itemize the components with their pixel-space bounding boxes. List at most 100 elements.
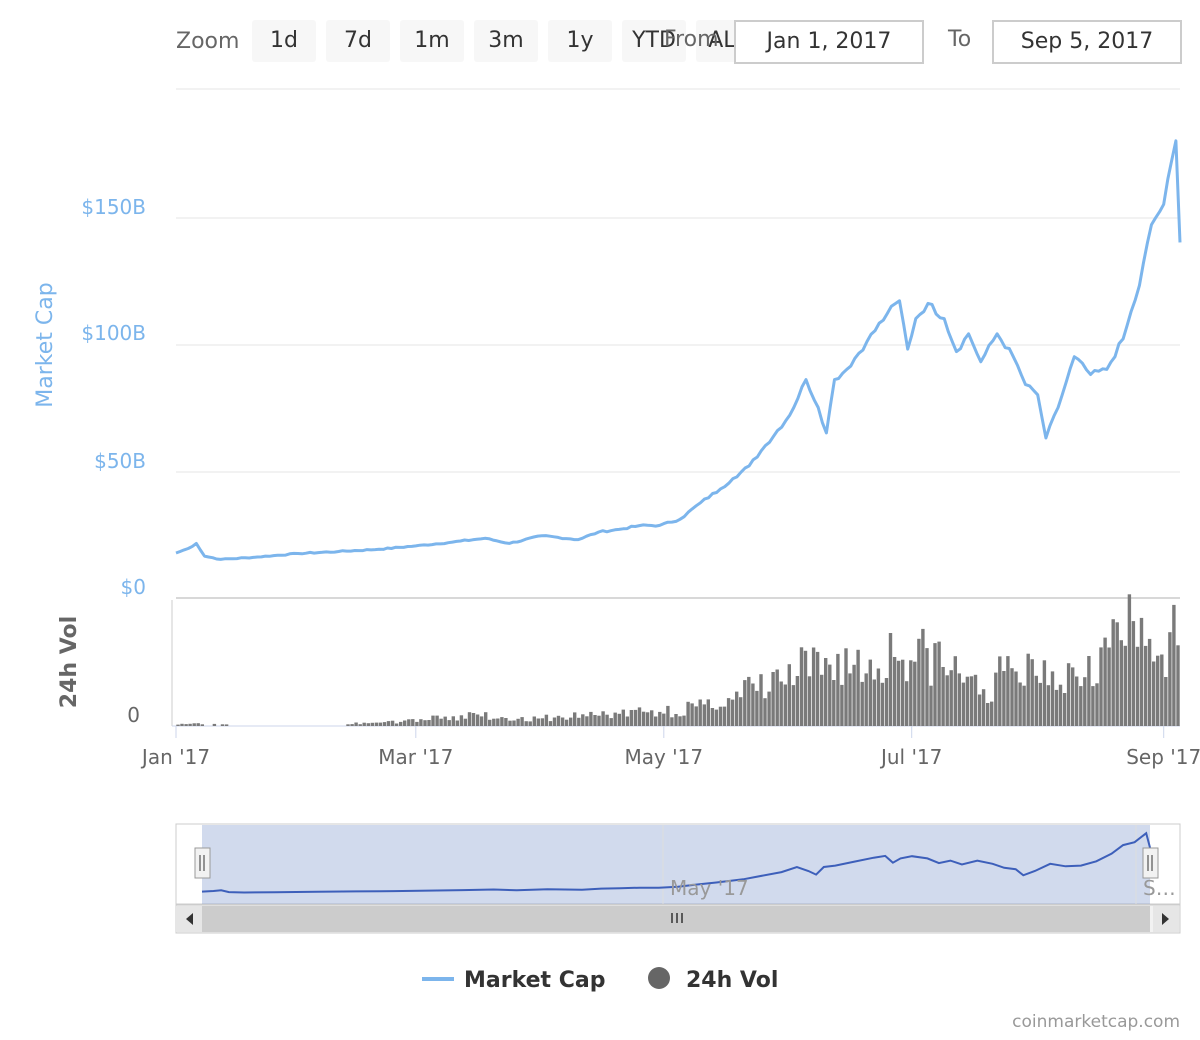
volume-bar [1046, 685, 1051, 726]
volume-bar [953, 656, 957, 726]
volume-bar [1176, 645, 1180, 726]
volume-bar [180, 723, 184, 726]
volume-bar [552, 717, 557, 726]
volume-bar [1087, 656, 1091, 726]
scrollbar-thumb[interactable] [202, 906, 1150, 932]
volume-bar [751, 683, 755, 726]
market-cap-line [175, 139, 1182, 561]
volume-bar [654, 716, 658, 726]
volume-bar [484, 712, 488, 726]
zoom-1m-button[interactable]: 1m [400, 20, 464, 62]
volume-bar [370, 722, 374, 726]
legend-item-market-cap[interactable]: Market Cap [422, 968, 605, 993]
volume-bar [767, 691, 771, 726]
volume-bar [1002, 671, 1006, 726]
volume-bar [1006, 656, 1010, 726]
volume-bar [1058, 684, 1063, 726]
zoom-1y-button[interactable]: 1y [548, 20, 612, 62]
volume-bar [443, 716, 447, 726]
volume-bar [714, 709, 719, 726]
zoom-3m-button[interactable]: 3m [474, 20, 538, 62]
volume-bar [1050, 671, 1055, 726]
volume-bar [1018, 682, 1022, 726]
volume-bar [459, 715, 464, 726]
volume-bar [560, 717, 565, 726]
volume-bar [1143, 645, 1148, 726]
volume-bar [872, 679, 876, 726]
zoom-1d-button[interactable]: 1d [252, 20, 316, 62]
zoom-ytd-button[interactable]: YTD [622, 20, 686, 62]
credit-link[interactable]: coinmarketcap.com [1012, 1012, 1180, 1032]
volume-bar [556, 715, 561, 726]
volume-bar [722, 706, 727, 726]
volume-bar [730, 699, 735, 726]
x-axis-ticks: Jan '17 Mar '17 May '17 Jul '17 Sep '17 [140, 726, 1200, 769]
volume-bar [1107, 647, 1111, 726]
volume-bar [913, 661, 917, 726]
x-tick-label: Sep '17 [1126, 745, 1200, 769]
volume-bar [977, 694, 982, 726]
volume-bar [666, 705, 670, 726]
volume-bar [609, 718, 613, 726]
volume-bar [961, 682, 966, 726]
scroll-left-button[interactable] [176, 906, 202, 932]
volume-bar [779, 681, 783, 726]
volume-bar [1095, 683, 1099, 726]
volume-bar [864, 673, 868, 726]
y-tick-label: $50B [94, 449, 146, 473]
volume-bar [415, 721, 419, 726]
volume-bar [1066, 663, 1071, 726]
volume-bar [354, 722, 358, 726]
volume-bar [1172, 604, 1176, 726]
volume-bar [852, 664, 856, 726]
volume-bar [662, 713, 666, 726]
to-date-input[interactable]: Sep 5, 2017 [992, 20, 1182, 64]
volume-bar [188, 723, 192, 726]
volume-bar [917, 638, 921, 726]
navigator-right-handle[interactable] [1142, 847, 1159, 879]
volume-bar [1127, 594, 1132, 726]
volume-bar [965, 676, 970, 726]
volume-bar [366, 723, 370, 726]
volume-bar [739, 697, 743, 726]
volume-bar [382, 722, 387, 726]
volume-bar [504, 718, 508, 726]
volume-bar [1103, 637, 1107, 726]
volume-bar [407, 719, 411, 726]
y-tick-label: $0 [121, 575, 146, 599]
volume-bar [1168, 632, 1172, 726]
legend-label: 24h Vol [686, 968, 778, 993]
navigator-left-handle[interactable] [194, 847, 211, 879]
volume-bar [791, 685, 796, 726]
volume-bar [799, 647, 804, 726]
zoom-7d-button[interactable]: 7d [326, 20, 390, 62]
volume-bar [901, 659, 905, 726]
volume-bar [540, 718, 545, 726]
volume-bar [1083, 677, 1087, 726]
legend-item-volume[interactable]: 24h Vol [648, 967, 778, 993]
volume-bar [455, 720, 459, 726]
volume-bar [479, 716, 484, 726]
volume-bar [848, 673, 852, 726]
market-cap-axis-title: Market Cap [33, 282, 58, 407]
volume-bar [621, 709, 625, 726]
volume-bars [176, 594, 1180, 726]
volume-bar [1022, 685, 1026, 726]
volume-bar [585, 716, 589, 726]
legend-circle-icon [648, 967, 670, 989]
volume-bar [1054, 689, 1059, 726]
volume-bar [909, 660, 913, 726]
x-tick-label: Jan '17 [140, 745, 210, 769]
volume-bar [726, 698, 731, 726]
volume-bar [362, 722, 366, 726]
volume-bar [820, 674, 824, 726]
from-date-input[interactable]: Jan 1, 2017 [734, 20, 924, 64]
x-tick-label: Jul '17 [879, 745, 942, 769]
volume-bar [403, 720, 407, 726]
volume-bar [1115, 622, 1119, 726]
volume-bar [747, 676, 751, 726]
volume-bar [888, 633, 893, 726]
volume-bar [394, 723, 399, 726]
zoom-label: Zoom [176, 29, 240, 54]
scroll-right-button[interactable] [1153, 906, 1179, 932]
